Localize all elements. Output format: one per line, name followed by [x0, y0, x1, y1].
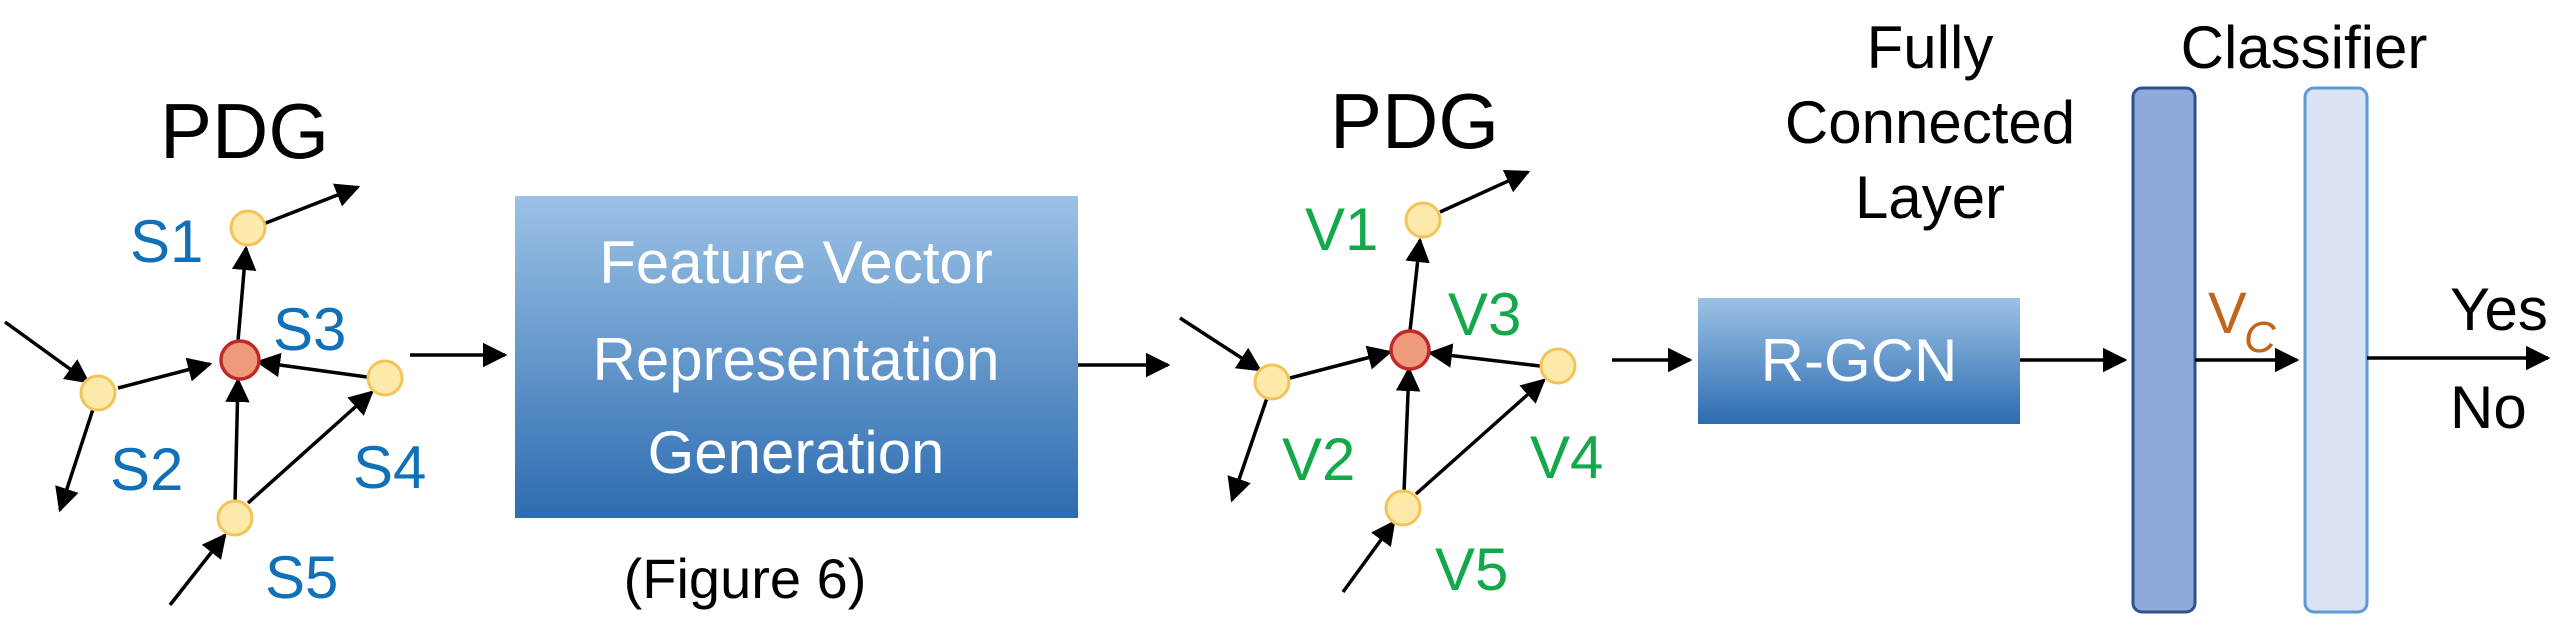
node-s2 [79, 374, 117, 412]
edge-s2-s3 [117, 357, 213, 390]
node-v1 [1404, 201, 1442, 239]
rgcn-label: R-GCN [1761, 327, 1958, 394]
fc-layer-bar [2131, 86, 2197, 614]
edge-in-v5 [1341, 520, 1396, 594]
label-v4: V4 [1530, 424, 1603, 491]
label-v5: V5 [1435, 536, 1508, 603]
label-s1: S1 [130, 208, 203, 275]
output-no: No [2450, 374, 2527, 441]
feature-vector-box: Feature Vector Representation Generation… [515, 196, 1078, 610]
right-pdg: PDG V1 V2 V3 V4 V5 [1179, 77, 1603, 603]
fc-label-line3: Layer [1855, 164, 2005, 231]
left-pdg-title: PDG [160, 87, 329, 175]
feature-box-line3: Generation [648, 419, 945, 486]
label-s2: S2 [110, 436, 183, 503]
feature-box-line1: Feature Vector [599, 229, 993, 296]
edge-v2-v3 [1289, 345, 1393, 380]
edge-v5-v3 [1395, 366, 1421, 493]
right-pdg-title: PDG [1330, 77, 1499, 165]
label-s4: S4 [353, 434, 426, 501]
edge-s1-out [247, 183, 361, 232]
node-v4 [1539, 347, 1577, 385]
vc-base: V [2208, 281, 2247, 346]
fc-label-line1: Fully [1867, 14, 1994, 81]
edge-s5-s4 [246, 390, 374, 505]
edge-s5-s3 [225, 377, 250, 504]
label-s5: S5 [265, 544, 338, 611]
classifier-label: Classifier [2181, 14, 2428, 81]
edge-in-s5 [168, 533, 227, 607]
edge-v5-v4 [1414, 378, 1546, 496]
node-v3 [1389, 329, 1431, 371]
output-labels: Yes No [2450, 276, 2548, 441]
edge-s2-out [55, 396, 99, 513]
rgcn-box: R-GCN [1698, 298, 2020, 424]
label-v2: V2 [1282, 426, 1355, 493]
fc-label-line2: Connected [1785, 89, 2075, 156]
node-s3 [219, 339, 261, 381]
vc-label: V C [2208, 281, 2277, 362]
classifier: Classifier [2181, 14, 2428, 614]
feature-box-line2: Representation [593, 326, 1000, 393]
label-s3: S3 [273, 296, 346, 363]
feature-box-caption: (Figure 6) [624, 547, 867, 610]
label-v1: V1 [1305, 196, 1378, 263]
left-pdg: PDG S1 S2 S3 S4 S5 [3, 87, 426, 611]
edge-v3-v1 [1405, 237, 1430, 332]
rgcn-box-rect [1698, 298, 2020, 424]
classifier-bar [2303, 86, 2369, 614]
edge-v1-out [1439, 169, 1531, 214]
label-v3: V3 [1448, 281, 1521, 348]
edge-in-s2 [3, 320, 90, 384]
node-s1 [229, 209, 267, 247]
edge-v2-out [1227, 394, 1270, 503]
fully-connected-layer: Fully Connected Layer [1785, 14, 2197, 614]
node-s4 [366, 359, 404, 397]
vc-subscript: C [2244, 313, 2277, 362]
edge-in-v2 [1179, 316, 1263, 372]
edge-v4-v3 [1427, 343, 1541, 368]
output-yes: Yes [2450, 276, 2548, 343]
node-v2 [1253, 363, 1291, 401]
node-v5 [1384, 489, 1422, 527]
edge-s3-s1 [231, 245, 257, 342]
node-s5 [216, 499, 254, 537]
feature-box-rect [515, 196, 1078, 518]
edge-s4-s3 [255, 352, 368, 379]
